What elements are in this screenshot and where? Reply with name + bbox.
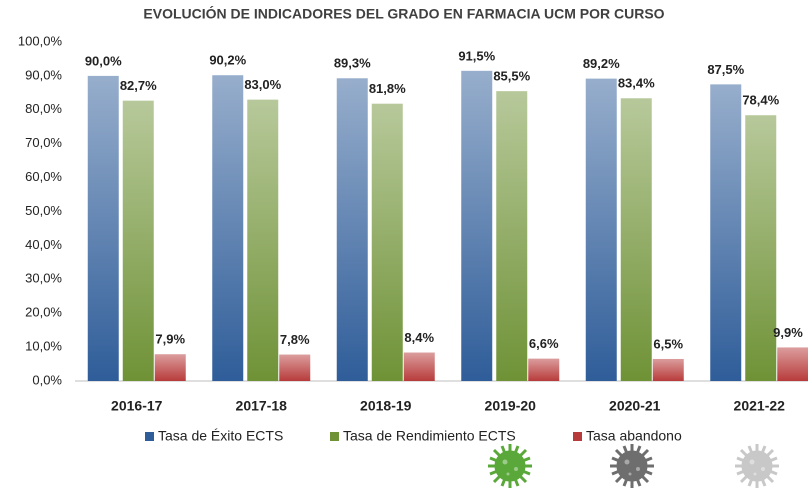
y-tick-label: 90,0%: [25, 67, 62, 82]
bar: [247, 100, 278, 381]
value-label: 85,5%: [493, 69, 530, 84]
bar: [212, 75, 243, 381]
bar: [337, 78, 368, 381]
bar: [279, 355, 310, 381]
value-label: 83,0%: [244, 77, 281, 92]
value-label: 81,8%: [369, 81, 406, 96]
x-tick-label: 2019-20: [485, 398, 537, 414]
value-label: 82,7%: [120, 78, 157, 93]
bar: [404, 353, 435, 381]
legend-label: Tasa de Rendimiento ECTS: [343, 428, 516, 444]
value-label: 89,2%: [583, 56, 620, 71]
bar: [777, 347, 808, 381]
bar: [155, 354, 186, 381]
value-label: 90,0%: [85, 53, 122, 68]
y-tick-label: 40,0%: [25, 237, 62, 252]
legend-swatch: [145, 432, 154, 441]
value-label: 83,4%: [618, 76, 655, 91]
bar: [123, 101, 154, 381]
value-label: 90,2%: [209, 53, 246, 68]
value-label: 6,6%: [529, 336, 559, 351]
x-tick-label: 2016-17: [111, 398, 163, 414]
x-tick-label: 2018-19: [360, 398, 412, 414]
legend-label: Tasa abandono: [586, 428, 682, 444]
legend-swatch: [573, 432, 582, 441]
bar: [586, 79, 617, 381]
y-tick-label: 100,0%: [18, 33, 63, 48]
x-tick-label: 2017-18: [236, 398, 288, 414]
virus-icon: [610, 444, 654, 488]
value-label: 7,8%: [280, 332, 310, 347]
chart: EVOLUCIÓN DE INDICADORES DEL GRADO EN FA…: [0, 0, 808, 492]
legend-label: Tasa de Éxito ECTS: [158, 428, 283, 444]
bar: [745, 115, 776, 381]
y-tick-label: 0,0%: [32, 372, 62, 387]
y-tick-label: 10,0%: [25, 339, 62, 354]
y-tick-label: 60,0%: [25, 169, 62, 184]
virus-icon: [488, 444, 532, 488]
virus-icon: [735, 444, 779, 488]
y-tick-label: 30,0%: [25, 271, 62, 286]
bar: [461, 71, 492, 381]
value-label: 87,5%: [707, 62, 744, 77]
chart-title: EVOLUCIÓN DE INDICADORES DEL GRADO EN FA…: [143, 5, 664, 22]
bar: [88, 76, 119, 381]
bar: [621, 98, 652, 381]
value-label: 89,3%: [334, 56, 371, 71]
legend-swatch: [330, 432, 339, 441]
y-tick-label: 50,0%: [25, 203, 62, 218]
value-label: 7,9%: [155, 332, 185, 347]
bar: [372, 104, 403, 381]
x-tick-label: 2020-21: [609, 398, 661, 414]
y-tick-label: 70,0%: [25, 135, 62, 150]
value-label: 9,9%: [773, 325, 803, 340]
value-label: 78,4%: [742, 93, 779, 108]
x-tick-label: 2021-22: [734, 398, 786, 414]
bar: [710, 84, 741, 381]
bar: [653, 359, 684, 381]
y-tick-label: 80,0%: [25, 101, 62, 116]
bar: [528, 359, 559, 381]
value-label: 6,5%: [653, 336, 683, 351]
bar: [496, 91, 527, 381]
value-label: 91,5%: [458, 48, 495, 63]
y-tick-label: 20,0%: [25, 305, 62, 320]
value-label: 8,4%: [404, 330, 434, 345]
